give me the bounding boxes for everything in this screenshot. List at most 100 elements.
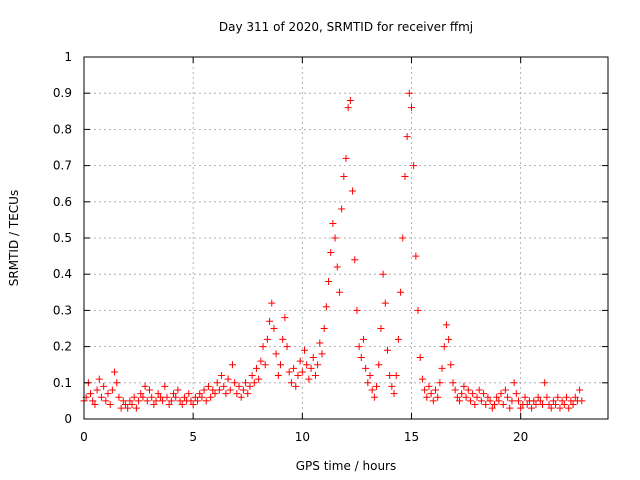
data-point-marker — [359, 335, 367, 343]
data-point-marker — [508, 397, 516, 405]
data-point-marker — [488, 404, 496, 412]
y-tick-label: 0.2 — [53, 340, 72, 354]
data-point-marker — [567, 397, 575, 405]
data-point-marker — [93, 386, 101, 394]
data-point-marker — [521, 393, 529, 401]
data-point-marker — [484, 393, 492, 401]
data-point-marker — [246, 382, 254, 390]
data-point-marker — [255, 375, 263, 383]
data-point-marker — [480, 390, 488, 398]
data-point-marker — [342, 154, 350, 162]
data-point-marker — [357, 353, 365, 361]
data-point-marker — [333, 263, 341, 271]
data-point-marker — [128, 401, 136, 409]
data-point-marker — [250, 379, 258, 387]
data-point-marker — [329, 220, 337, 228]
data-point-marker — [539, 401, 546, 409]
data-point-marker — [351, 256, 359, 264]
data-point-marker — [121, 401, 129, 409]
data-point-marker — [290, 364, 298, 372]
data-point-marker — [432, 386, 440, 394]
data-point-marker — [512, 390, 520, 398]
y-tick-label: 0.6 — [53, 195, 72, 209]
data-point-marker — [456, 397, 464, 405]
data-point-marker — [263, 335, 271, 343]
data-point-marker — [135, 397, 143, 405]
data-point-marker — [311, 372, 319, 380]
data-point-marker — [316, 339, 324, 347]
y-tick-label: 0 — [64, 412, 72, 426]
data-point-marker — [552, 401, 560, 409]
data-point-marker — [571, 393, 579, 401]
data-point-marker — [172, 393, 180, 401]
data-point-marker — [285, 368, 293, 376]
y-tick-label: 0.3 — [53, 303, 72, 317]
data-point-marker — [556, 404, 564, 412]
data-point-marker — [340, 172, 348, 180]
data-point-marker — [445, 335, 453, 343]
data-point-marker — [215, 386, 223, 394]
data-point-marker — [141, 382, 149, 390]
data-point-marker — [194, 397, 202, 405]
y-tick-label: 0.1 — [53, 376, 72, 390]
data-point-marker — [578, 397, 586, 405]
data-point-marker — [362, 364, 370, 372]
data-point-marker — [486, 397, 494, 405]
data-point-marker — [390, 390, 398, 398]
data-point-marker — [534, 393, 542, 401]
y-axis-label: SRMTID / TECUs — [7, 190, 21, 286]
data-point-marker — [383, 346, 391, 354]
data-point-marker — [493, 393, 501, 401]
data-point-marker — [504, 393, 512, 401]
data-point-marker — [379, 270, 387, 278]
data-point-marker — [218, 372, 226, 380]
data-point-marker — [148, 393, 156, 401]
data-point-marker — [469, 390, 477, 398]
data-point-marker — [355, 343, 363, 351]
data-point-marker — [259, 343, 267, 351]
data-point-marker — [482, 401, 490, 409]
x-tick-label: 15 — [404, 430, 419, 444]
data-point-marker — [497, 390, 505, 398]
data-point-marker — [207, 393, 215, 401]
data-point-marker — [377, 325, 385, 332]
data-point-marker — [156, 393, 164, 401]
data-point-marker — [220, 382, 228, 390]
data-point-marker — [108, 386, 116, 394]
data-point-marker — [440, 343, 448, 351]
data-point-marker — [314, 361, 322, 369]
x-tick-label: 0 — [80, 430, 88, 444]
data-point-marker — [176, 397, 184, 405]
data-point-marker — [242, 379, 250, 387]
data-point-marker — [373, 382, 381, 390]
data-point-marker — [331, 234, 339, 242]
data-point-marker — [495, 397, 503, 405]
x-axis-label: GPS time / hours — [296, 459, 397, 473]
data-point-marker — [115, 393, 123, 401]
data-point-marker — [283, 343, 291, 351]
data-point-marker — [547, 404, 555, 412]
data-point-marker — [327, 248, 335, 256]
data-point-marker — [549, 397, 557, 405]
data-point-marker — [301, 346, 309, 354]
data-point-marker — [436, 379, 444, 387]
data-point-marker — [124, 404, 132, 412]
data-point-marker — [349, 187, 357, 195]
data-point-marker — [460, 382, 468, 390]
data-point-marker — [397, 288, 405, 296]
data-point-marker — [541, 379, 549, 387]
y-tick-label: 0.5 — [53, 231, 72, 245]
data-point-marker — [560, 401, 568, 409]
data-point-marker — [298, 368, 306, 376]
data-point-marker — [159, 397, 167, 405]
data-point-marker — [517, 404, 525, 412]
data-point-marker — [309, 353, 317, 361]
data-point-marker — [161, 382, 169, 390]
y-tick-label: 0.9 — [53, 86, 72, 100]
data-point-marker — [449, 379, 457, 387]
data-point-marker — [563, 393, 571, 401]
data-point-marker — [279, 335, 287, 343]
data-point-marker — [185, 390, 193, 398]
data-point-marker — [89, 397, 97, 405]
